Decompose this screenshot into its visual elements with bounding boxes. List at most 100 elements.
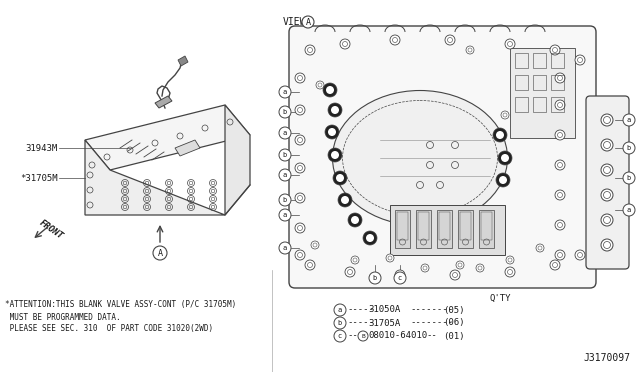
Circle shape	[334, 317, 346, 329]
Text: a: a	[283, 89, 287, 95]
Text: (01): (01)	[443, 331, 465, 340]
Bar	[551, 53, 564, 68]
Bar	[437, 210, 452, 248]
Circle shape	[623, 204, 635, 216]
Bar	[515, 97, 528, 112]
Bar	[515, 53, 528, 68]
Circle shape	[295, 250, 305, 260]
Circle shape	[311, 241, 319, 249]
Text: a: a	[283, 130, 287, 136]
Circle shape	[366, 234, 374, 242]
Circle shape	[623, 142, 635, 154]
Circle shape	[575, 55, 585, 65]
Text: A: A	[305, 17, 310, 26]
Circle shape	[496, 131, 504, 139]
Text: -----: -----	[347, 305, 374, 314]
Circle shape	[501, 154, 509, 162]
Circle shape	[505, 267, 515, 277]
Circle shape	[295, 163, 305, 173]
Text: 31705A: 31705A	[368, 318, 400, 327]
Circle shape	[295, 105, 305, 115]
Circle shape	[279, 106, 291, 118]
Circle shape	[333, 171, 347, 185]
Text: 08010-64010: 08010-64010	[368, 331, 427, 340]
Bar	[439, 212, 450, 240]
Bar	[533, 97, 546, 112]
Circle shape	[325, 125, 339, 139]
Bar	[418, 212, 429, 240]
Text: b: b	[283, 109, 287, 115]
Text: J3170097: J3170097	[583, 353, 630, 363]
Circle shape	[363, 231, 377, 245]
Circle shape	[302, 16, 314, 28]
Circle shape	[555, 73, 565, 83]
Bar	[458, 210, 473, 248]
Circle shape	[351, 216, 359, 224]
Text: b: b	[283, 152, 287, 158]
Text: (05): (05)	[443, 305, 465, 314]
Polygon shape	[85, 140, 225, 215]
Circle shape	[153, 246, 167, 260]
Text: --------: --------	[410, 318, 453, 327]
Circle shape	[476, 264, 484, 272]
Circle shape	[386, 254, 394, 262]
Text: 31943M: 31943M	[26, 144, 58, 153]
Circle shape	[445, 35, 455, 45]
Text: a: a	[627, 207, 631, 213]
Circle shape	[601, 164, 613, 176]
Polygon shape	[85, 105, 250, 170]
Circle shape	[326, 86, 334, 94]
Text: b: b	[338, 320, 342, 326]
Circle shape	[336, 174, 344, 182]
Circle shape	[623, 172, 635, 184]
Circle shape	[536, 244, 544, 252]
Circle shape	[555, 190, 565, 200]
Circle shape	[505, 39, 515, 49]
Circle shape	[331, 106, 339, 114]
Polygon shape	[178, 56, 188, 66]
Circle shape	[305, 260, 315, 270]
Polygon shape	[175, 140, 200, 156]
Bar	[479, 210, 494, 248]
Circle shape	[345, 267, 355, 277]
Polygon shape	[225, 105, 250, 215]
Circle shape	[601, 189, 613, 201]
Circle shape	[550, 45, 560, 55]
Circle shape	[279, 149, 291, 161]
Polygon shape	[155, 96, 172, 108]
Circle shape	[341, 196, 349, 204]
Circle shape	[450, 270, 460, 280]
Circle shape	[295, 135, 305, 145]
Circle shape	[295, 193, 305, 203]
Circle shape	[390, 35, 400, 45]
Text: *31705M: *31705M	[20, 173, 58, 183]
Circle shape	[421, 264, 429, 272]
Text: (06): (06)	[443, 318, 465, 327]
Circle shape	[506, 256, 514, 264]
Circle shape	[295, 73, 305, 83]
FancyBboxPatch shape	[586, 96, 629, 269]
Circle shape	[334, 330, 346, 342]
Circle shape	[498, 151, 512, 165]
Circle shape	[555, 250, 565, 260]
Bar	[416, 210, 431, 248]
Text: 31050A: 31050A	[368, 305, 400, 314]
Ellipse shape	[333, 90, 508, 225]
Text: --: --	[347, 331, 358, 340]
Bar	[510, 48, 575, 138]
Bar	[395, 210, 410, 248]
Text: --------: --------	[410, 305, 453, 314]
Text: Q'TY: Q'TY	[490, 294, 511, 302]
Bar	[460, 212, 471, 240]
Circle shape	[279, 86, 291, 98]
Text: -----: -----	[347, 318, 374, 327]
Bar	[515, 75, 528, 90]
Circle shape	[351, 256, 359, 264]
Bar	[397, 212, 408, 240]
Circle shape	[555, 130, 565, 140]
Circle shape	[555, 160, 565, 170]
Circle shape	[555, 220, 565, 230]
Circle shape	[279, 209, 291, 221]
Circle shape	[279, 194, 291, 206]
Circle shape	[279, 127, 291, 139]
